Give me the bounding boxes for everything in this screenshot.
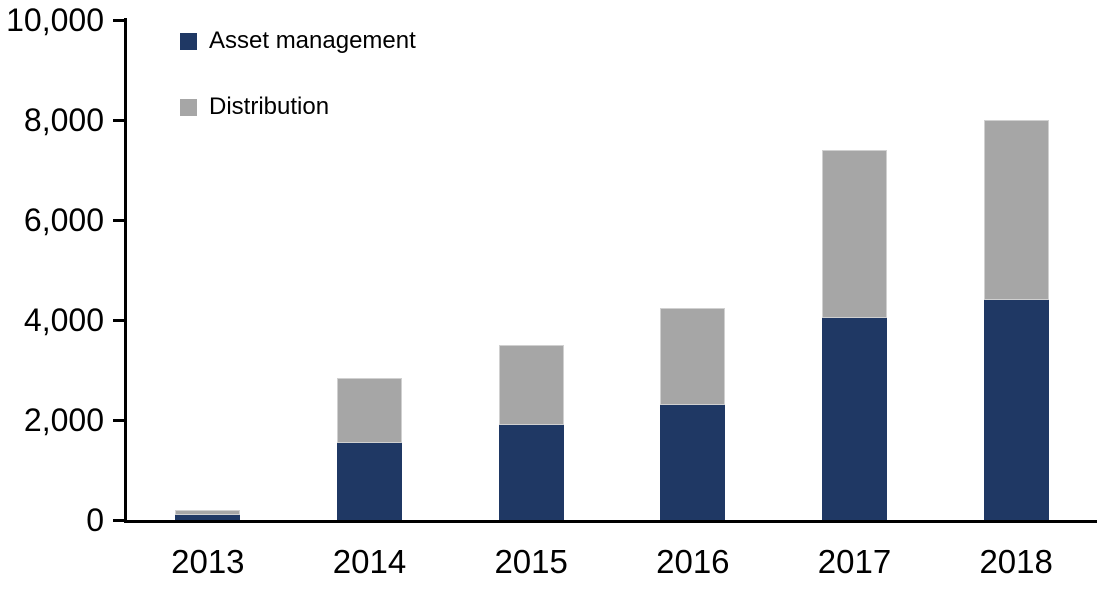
x-axis-label-2013: 2013 (171, 543, 245, 580)
legend-label-distribution: Distribution (209, 93, 330, 120)
bar-segment-asset-management-2013 (175, 515, 241, 520)
plot-area (127, 20, 1097, 520)
y-axis-tick-label: 10,000 (6, 2, 104, 38)
x-axis-label-2018: 2018 (979, 543, 1053, 580)
bar-segment-distribution-2015 (498, 345, 564, 425)
y-axis-tick (113, 319, 124, 322)
asset-management-swatch-icon (180, 32, 197, 50)
x-axis-label-2016: 2016 (656, 543, 730, 580)
legend-label-asset-management: Asset management (209, 27, 416, 54)
bar-segment-distribution-2016 (660, 307, 726, 405)
y-axis-tick-label: 0 (86, 502, 104, 538)
bar-segment-distribution-2013 (175, 510, 241, 515)
y-axis-tick-label: 8,000 (23, 102, 104, 138)
bar-segment-asset-management-2017 (822, 317, 887, 520)
legend-item-distribution: Distribution (180, 92, 329, 122)
y-axis-tick-label: 2,000 (23, 402, 104, 438)
y-axis-tick-label: 6,000 (23, 202, 104, 238)
legend-item-asset-management: Asset management (180, 26, 416, 56)
y-axis-tick-label: 4,000 (23, 302, 104, 338)
bar-segment-asset-management-2016 (660, 405, 726, 520)
bar-2017 (822, 150, 887, 520)
bar-segment-asset-management-2015 (498, 425, 564, 520)
x-axis-label-2017: 2017 (817, 543, 892, 580)
y-axis-tick (113, 519, 124, 522)
bar-segment-distribution-2014 (337, 377, 402, 443)
x-axis-line (124, 520, 1097, 523)
x-axis-label-2015: 2015 (494, 543, 568, 580)
distribution-swatch-icon (180, 98, 197, 116)
bar-2016 (660, 307, 726, 520)
bar-2013 (175, 510, 241, 520)
bar-2014 (337, 377, 402, 520)
y-axis-tick (113, 19, 124, 22)
y-axis-tick (113, 419, 124, 422)
bar-segment-distribution-2017 (822, 150, 887, 318)
bar-segment-asset-management-2014 (337, 442, 402, 520)
bar-segment-asset-management-2018 (983, 300, 1049, 520)
y-axis-tick (113, 119, 124, 122)
y-axis-line (124, 18, 127, 523)
x-axis-label-2014: 2014 (332, 543, 407, 580)
bar-2018 (983, 120, 1049, 520)
y-axis-tick (113, 219, 124, 222)
bar-2015 (498, 345, 564, 520)
bar-segment-distribution-2018 (983, 120, 1049, 300)
